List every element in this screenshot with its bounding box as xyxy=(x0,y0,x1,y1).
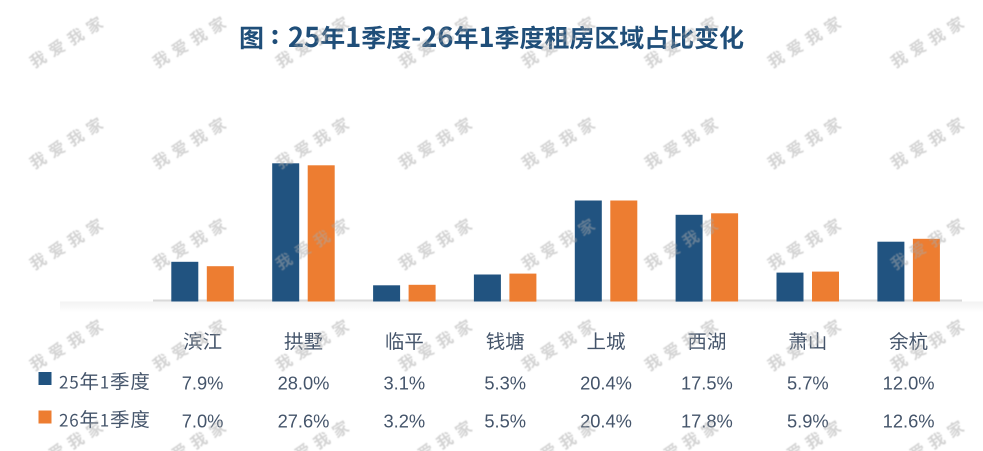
svg-text:3.1%: 3.1% xyxy=(383,373,425,394)
svg-text:20.4%: 20.4% xyxy=(580,373,632,394)
svg-text:5.9%: 5.9% xyxy=(787,411,829,432)
svg-text:3.2%: 3.2% xyxy=(383,411,425,432)
svg-text:28.0%: 28.0% xyxy=(278,373,330,394)
svg-text:12.0%: 12.0% xyxy=(883,373,935,394)
svg-text:27.6%: 27.6% xyxy=(278,411,330,432)
svg-text:17.5%: 17.5% xyxy=(681,373,733,394)
svg-text:20.4%: 20.4% xyxy=(580,411,632,432)
svg-text:5.5%: 5.5% xyxy=(484,411,526,432)
svg-text:5.7%: 5.7% xyxy=(787,373,829,394)
svg-text:17.8%: 17.8% xyxy=(681,411,733,432)
svg-text:7.9%: 7.9% xyxy=(182,373,224,394)
svg-text:12.6%: 12.6% xyxy=(883,411,935,432)
svg-text:5.3%: 5.3% xyxy=(484,373,526,394)
